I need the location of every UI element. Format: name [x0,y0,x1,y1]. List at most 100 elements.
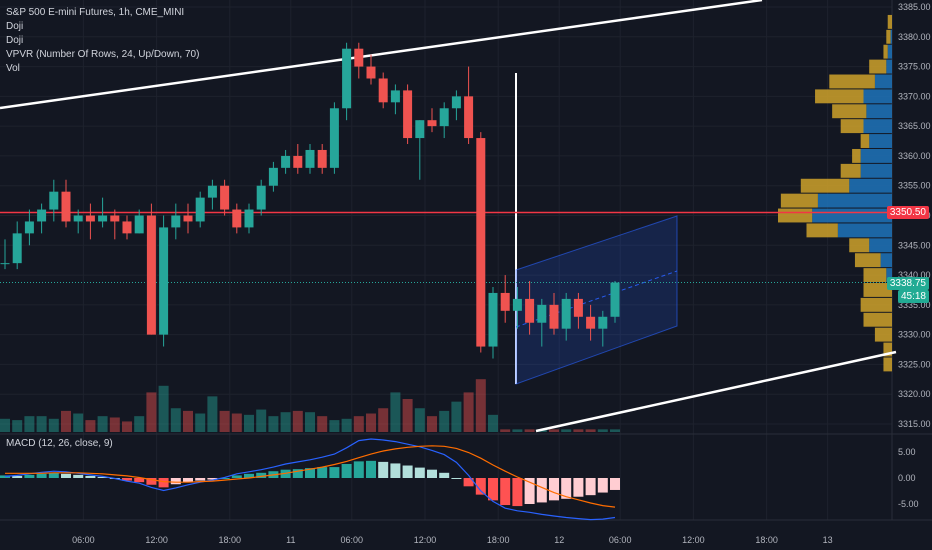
vp-bar-down [883,342,892,357]
volume-bar [305,412,315,432]
candle-body [488,292,498,347]
macd-hist-bar [146,478,157,485]
volume-bar [73,413,84,432]
macd-hist-bar [305,468,315,478]
candle-body [537,304,547,323]
price-axis-label: 3375.00 [898,62,931,72]
volume-bar [36,416,47,432]
candle-body [354,48,364,67]
vp-bar-down [886,29,891,44]
volume-bar [439,410,450,432]
candle-body [598,316,608,329]
vp-bar-down [778,208,813,223]
candle-body [342,48,352,109]
candle-body [256,185,266,210]
vp-bar-up [887,44,892,59]
macd-hist-bar [597,478,608,493]
volume-bar [390,392,401,432]
vp-bar-down [863,283,892,297]
macd-hist-bar [512,478,523,507]
vp-bar-down [883,357,892,372]
vp-bar-down [849,238,870,253]
macd-hist-bar [73,474,84,478]
candle-body [244,209,254,228]
volume-bar [0,418,10,432]
candle-body [329,108,339,168]
volume-bar [353,416,364,432]
macd-hist-bar [378,461,389,478]
price-axis-label: 3335.00 [898,300,931,310]
macd-hist-bar [170,478,181,485]
indicator-macd[interactable]: MACD (12, 26, close, 9) [6,438,113,449]
indicator-vol[interactable]: Vol [6,63,20,74]
macd-hist-bar [549,478,559,501]
macd-hist-bar [97,476,108,478]
volume-bar [85,420,96,432]
vp-bar-down [840,163,861,178]
vp-bar-down [800,178,850,193]
time-axis-label: 13 [823,535,833,545]
candle-body [268,167,278,186]
vp-bar-down [860,297,892,312]
volume-bar [597,429,608,432]
candle-body [610,282,620,317]
candle-body [98,215,108,222]
macd-axis-label: 0.00 [898,473,916,483]
vp-bar-up [860,163,892,178]
candle-body [512,298,522,311]
candle-body [281,155,291,168]
candle-body [134,215,144,234]
candle-body [195,197,205,222]
macd-hist-bar [207,478,218,480]
volume-bar [451,401,462,432]
price-axis-label: 3330.00 [898,330,931,340]
macd-hist-bar [463,478,474,487]
candle-body [171,215,181,228]
candle-body [439,108,449,127]
macd-hist-bar [524,478,535,504]
volume-bar [183,410,193,432]
candle-body [573,298,583,317]
macd-hist-bar [402,465,413,478]
price-axis-label: 3340.00 [898,270,931,280]
time-axis-label: 18:00 [219,535,242,545]
macd-hist-bar [256,472,267,478]
indicator-vpvr[interactable]: VPVR (Number Of Rows, 24, Up/Down, 70) [6,49,200,60]
volume-bar [573,429,584,432]
indicator-doji-2[interactable]: Doji [6,35,24,46]
vp-bar-down [883,44,888,59]
price-axis-label: 3355.00 [898,181,931,191]
volume-bar [146,392,157,432]
macd-hist-bar [341,463,352,478]
candle-body [37,209,47,222]
price-axis-label: 3325.00 [898,359,931,369]
time-axis-label: 12:00 [145,535,168,545]
macd-hist-bar [231,475,242,478]
volume-bar [463,392,474,432]
macd-axis-label: -5.00 [898,499,919,509]
vp-bar-up [863,89,892,104]
volume-bar [292,410,303,432]
macd-hist-bar [561,478,572,499]
vp-bar-up [886,268,892,283]
candle-body [317,149,327,168]
trendline-lower [535,350,897,433]
candle-body [427,120,437,127]
candle-body [378,78,388,103]
candle-body [12,233,22,264]
macd-signal-line [5,445,616,508]
candle-body [232,209,242,228]
macd-hist-bar [48,472,59,478]
indicator-doji-1[interactable]: Doji [6,21,24,32]
candle-body [110,215,120,222]
price-axis-label: 3320.00 [898,389,931,399]
macd-hist-bar [573,478,584,497]
price-axis-label: 3365.00 [898,121,931,131]
chart-legend: S&P 500 E-mini Futures, 1h, CME_MINI Doj… [6,6,199,76]
vp-bar-down [780,193,818,208]
last-price-tag: 3338.75 [886,277,929,290]
symbol-title[interactable]: S&P 500 E-mini Futures, 1h, CME_MINI [6,7,185,18]
vp-bar-down [854,253,881,268]
time-axis-label: 12:00 [682,535,705,545]
